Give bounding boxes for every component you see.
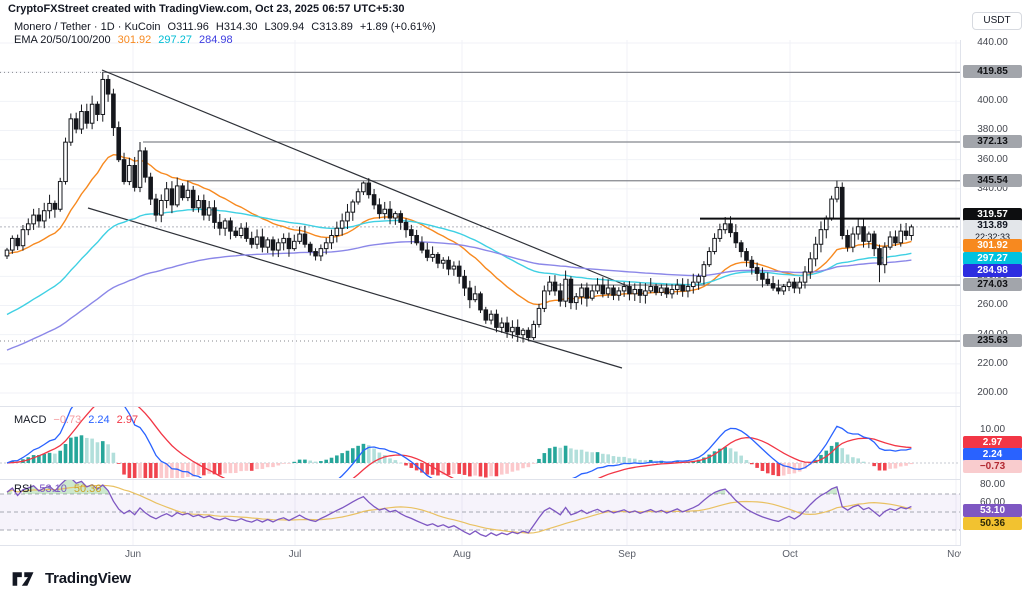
price-tick-label: 360.00 <box>977 153 1008 165</box>
price-axis[interactable]: USDT 440.00400.00380.00360.00340.00280.0… <box>961 0 1033 565</box>
month-label: Sep <box>618 549 636 560</box>
rsi-label[interactable]: RSI <box>14 483 33 495</box>
symbol-legend: Monero / Tether · 1D · KuCoin O311.96 H314… <box>14 21 443 33</box>
ema-legend: EMA 20/50/100/200 301.92 297.27 284.98 <box>14 34 443 46</box>
rsi-ma-value: 50.36 <box>73 483 102 495</box>
price-badge: 274.03 <box>963 278 1022 291</box>
price-badge: 345.54 <box>963 174 1022 187</box>
attribution-text: CryptoFXStreet created with TradingView.… <box>8 3 405 15</box>
price-tick-label: 260.00 <box>977 299 1008 311</box>
ema-label[interactable]: EMA 20/50/100/200 <box>14 34 111 46</box>
ema50-value: 297.27 <box>158 34 192 46</box>
macd-badge: −0.73 <box>963 460 1022 473</box>
ohlc-low: L309.94 <box>264 21 305 33</box>
rsi-value: 53.10 <box>39 483 67 495</box>
price-badge: 319.57 <box>963 208 1022 221</box>
price-badge: 301.92 <box>963 239 1022 252</box>
price-badge: 419.85 <box>963 65 1022 78</box>
pane-separator-rsi[interactable] <box>0 479 961 480</box>
macd-hist-value: −0.73 <box>53 414 82 426</box>
macd-signal-value: 2.97 <box>116 414 139 426</box>
price-tick-label: 200.00 <box>977 386 1008 398</box>
ohlc-change: +1.89 (+0.61%) <box>359 21 436 33</box>
currency-label: USDT <box>972 12 1022 30</box>
ohlc-high: H314.30 <box>215 21 258 33</box>
price-badge: 297.27 <box>963 252 1022 265</box>
ema20-value: 301.92 <box>117 34 152 46</box>
symbol-title[interactable]: Monero / Tether · 1D · KuCoin <box>14 21 161 33</box>
tradingview-logo[interactable]: TradingView <box>12 570 131 587</box>
pane-separator-timeaxis <box>0 545 961 546</box>
axis-separator <box>960 40 961 565</box>
macd-pane-label: MACD −0.73 2.24 2.97 <box>14 414 145 426</box>
month-label: Jun <box>124 549 142 560</box>
price-tick-label: 340.00 <box>977 182 1008 194</box>
macd-line-value: 2.24 <box>88 414 110 426</box>
rsi-tick-label: 60.00 <box>979 497 1006 508</box>
chart-legend: Monero / Tether · 1D · KuCoin O311.96 H314… <box>14 21 443 47</box>
ema100-value: 284.98 <box>198 34 233 46</box>
macd-badge: 2.97 <box>963 436 1022 449</box>
month-label: Jul <box>288 549 302 560</box>
price-badge: 372.13 <box>963 135 1022 148</box>
rsi-badge: 50.36 <box>963 517 1022 530</box>
price-badge: 284.98 <box>963 264 1022 277</box>
price-tick-label: 440.00 <box>977 37 1008 48</box>
month-label: Aug <box>453 549 471 560</box>
price-tick-label: 220.00 <box>977 357 1008 369</box>
brand-text: TradingView <box>45 570 131 587</box>
month-label: Oct <box>782 549 798 560</box>
pane-separator-macd[interactable] <box>0 406 961 407</box>
rsi-pane-label: RSI 53.10 50.36 <box>14 483 108 495</box>
macd-label[interactable]: MACD <box>14 414 47 426</box>
macd-badge: 2.24 <box>963 448 1022 461</box>
time-axis[interactable]: Jun Jul Aug Sep Oct Nov <box>0 546 965 565</box>
tradingview-logo-mark-icon <box>12 571 34 586</box>
rsi-tick-label: 80.00 <box>979 479 1006 490</box>
month-label: Nov <box>947 549 965 560</box>
macd-tick-label: 10.00 <box>979 424 1006 435</box>
ohlc-open: O311.96 <box>167 21 209 33</box>
price-tick-label: 400.00 <box>977 95 1008 107</box>
countdown-timer: 22:32:33 <box>974 232 1011 242</box>
rsi-badge: 53.10 <box>963 504 1022 517</box>
ohlc-close: C313.89 <box>311 21 353 33</box>
price-badge: 235.63 <box>963 334 1022 347</box>
price-tick-label: 380.00 <box>977 124 1008 136</box>
